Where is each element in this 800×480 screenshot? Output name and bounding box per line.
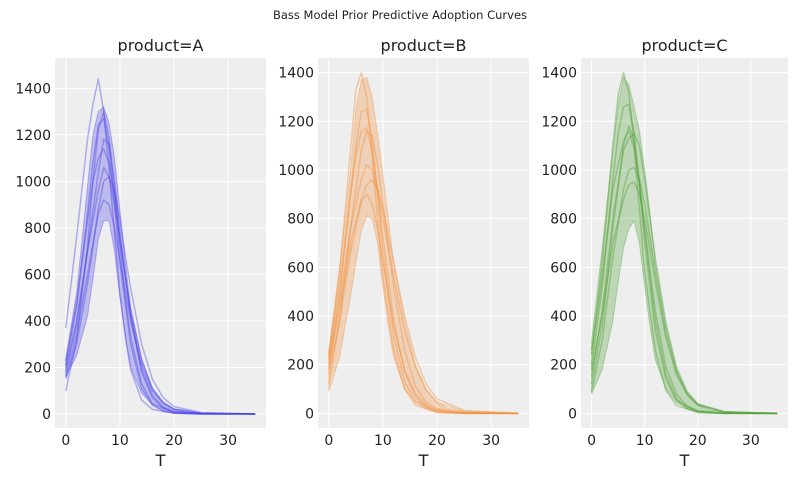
subplot-title: product=A bbox=[118, 36, 204, 55]
series-line-1 bbox=[65, 78, 256, 415]
subplot-1: 0 200 400 600 800 1000 1200 1400 0 10 20 30 product=… bbox=[15, 36, 266, 470]
series-line-5 bbox=[328, 178, 519, 415]
x-axis-label: T bbox=[679, 451, 690, 470]
plot-area bbox=[55, 58, 266, 428]
x-tick-label: 10 bbox=[111, 433, 129, 449]
plot-content bbox=[590, 71, 778, 415]
x-tick-label: 20 bbox=[428, 433, 446, 449]
y-tick-label: 1000 bbox=[15, 174, 51, 190]
x-tick-label: 30 bbox=[742, 433, 760, 449]
y-tick-label: 1400 bbox=[15, 81, 51, 97]
x-tick-label: 30 bbox=[219, 433, 237, 449]
series-line-1 bbox=[328, 71, 519, 415]
x-axis-label: T bbox=[418, 451, 429, 470]
y-tick-label: 600 bbox=[287, 260, 314, 276]
series-line-7 bbox=[65, 175, 256, 415]
series-line-6 bbox=[65, 138, 256, 415]
series-line-3 bbox=[65, 166, 256, 415]
series-line-6 bbox=[590, 181, 778, 415]
series-line-7 bbox=[328, 127, 519, 415]
series-line-2 bbox=[590, 103, 778, 415]
plot-content bbox=[65, 78, 256, 415]
y-tick-label: 800 bbox=[550, 212, 577, 228]
y-tick-label: 400 bbox=[550, 309, 577, 325]
series-line-1 bbox=[590, 71, 778, 415]
subplot-3: 0 200 400 600 800 1000 1200 1400 0 10 20 30 product=… bbox=[541, 36, 788, 470]
y-tick-label: 1200 bbox=[541, 114, 577, 130]
y-tick-label: 1000 bbox=[541, 163, 577, 179]
y-tick-label: 0 bbox=[568, 406, 577, 422]
x-tick-label: 10 bbox=[636, 433, 654, 449]
y-tick-label: 800 bbox=[24, 221, 51, 237]
y-tick-label: 600 bbox=[24, 267, 51, 283]
y-tick-label: 200 bbox=[24, 360, 51, 376]
y-tick-label: 1400 bbox=[541, 66, 577, 82]
plot-area bbox=[318, 58, 529, 428]
series-line-4 bbox=[590, 166, 778, 415]
y-tick-label: 0 bbox=[42, 407, 51, 423]
subplot-title: product=C bbox=[641, 36, 727, 55]
y-tick-label: 800 bbox=[287, 212, 314, 228]
series-line-6 bbox=[328, 193, 519, 415]
series-line-2 bbox=[328, 108, 519, 415]
hdi-band bbox=[65, 106, 256, 415]
x-axis-label: T bbox=[155, 451, 166, 470]
series-line-5 bbox=[65, 148, 256, 415]
x-tick-label: 0 bbox=[587, 433, 596, 449]
y-tick-label: 0 bbox=[305, 406, 314, 422]
y-tick-label: 1000 bbox=[278, 163, 314, 179]
x-tick-label: 10 bbox=[374, 433, 392, 449]
series-line-2 bbox=[65, 110, 256, 415]
series-line-8 bbox=[65, 117, 256, 415]
hdi-band bbox=[591, 76, 778, 414]
y-tick-label: 400 bbox=[287, 309, 314, 325]
hdi-band bbox=[328, 76, 519, 414]
series-line-5 bbox=[590, 130, 778, 415]
subplot-2: 0 200 400 600 800 1000 1200 1400 0 10 20 30 product=… bbox=[278, 36, 529, 470]
y-tick-label: 400 bbox=[24, 314, 51, 330]
y-tick-label: 200 bbox=[287, 358, 314, 374]
x-tick-label: 0 bbox=[61, 433, 70, 449]
plot-area bbox=[581, 58, 788, 428]
y-tick-label: 1400 bbox=[278, 66, 314, 82]
subplot-title: product=B bbox=[381, 36, 467, 55]
x-tick-label: 20 bbox=[165, 433, 183, 449]
y-tick-label: 1200 bbox=[278, 114, 314, 130]
series-line-4 bbox=[328, 164, 519, 415]
figure-suptitle: Bass Model Prior Predictive Adoption Cur… bbox=[272, 8, 528, 22]
series-line-4 bbox=[65, 199, 256, 415]
x-tick-label: 20 bbox=[689, 433, 707, 449]
x-tick-label: 0 bbox=[324, 433, 333, 449]
x-tick-label: 30 bbox=[482, 433, 500, 449]
y-tick-label: 1200 bbox=[15, 128, 51, 144]
y-tick-label: 200 bbox=[550, 358, 577, 374]
series-line-7 bbox=[590, 125, 778, 415]
series-line-3 bbox=[590, 132, 778, 415]
y-tick-label: 600 bbox=[550, 260, 577, 276]
plot-content bbox=[328, 71, 519, 415]
series-line-3 bbox=[328, 130, 519, 415]
